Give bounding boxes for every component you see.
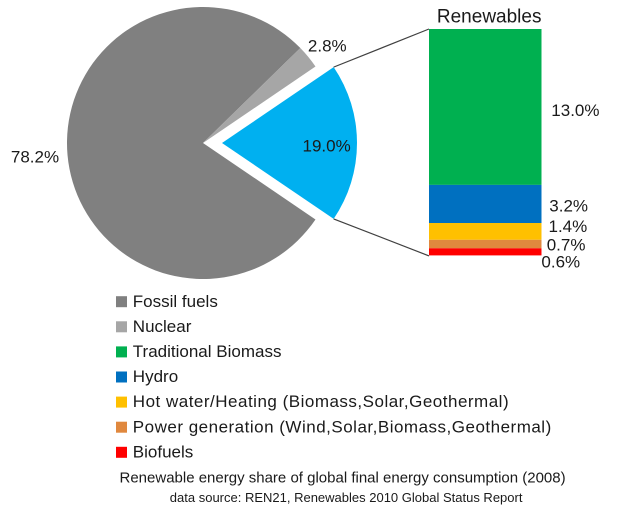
svg-text:0.6%: 0.6%: [541, 252, 580, 271]
svg-text:Power generation (Wind,Solar,B: Power generation (Wind,Solar,Biomass,Geo…: [133, 417, 552, 436]
svg-text:Biofuels: Biofuels: [133, 442, 193, 461]
svg-text:2.8%: 2.8%: [308, 36, 347, 55]
svg-text:78.2%: 78.2%: [11, 148, 59, 167]
svg-text:1.4%: 1.4%: [549, 217, 588, 236]
svg-text:Renewables: Renewables: [437, 7, 542, 28]
svg-text:Hot water/Heating (Biomass,Sol: Hot water/Heating (Biomass,Solar,Geother…: [133, 392, 509, 411]
svg-text:13.0%: 13.0%: [551, 101, 599, 120]
svg-text:Fossil fuels: Fossil fuels: [133, 292, 218, 311]
svg-text:data source: REN21, Renewables: data source: REN21, Renewables 2010 Glob…: [170, 490, 523, 505]
svg-text:19.0%: 19.0%: [303, 137, 351, 156]
svg-text:Nuclear: Nuclear: [133, 317, 192, 336]
svg-text:Hydro: Hydro: [133, 367, 178, 386]
svg-text:0.7%: 0.7%: [547, 236, 586, 255]
svg-text:Traditional Biomass: Traditional Biomass: [133, 342, 282, 361]
svg-text:3.2%: 3.2%: [549, 196, 588, 215]
svg-text:Renewable energy share of glob: Renewable energy share of global final e…: [120, 469, 566, 486]
